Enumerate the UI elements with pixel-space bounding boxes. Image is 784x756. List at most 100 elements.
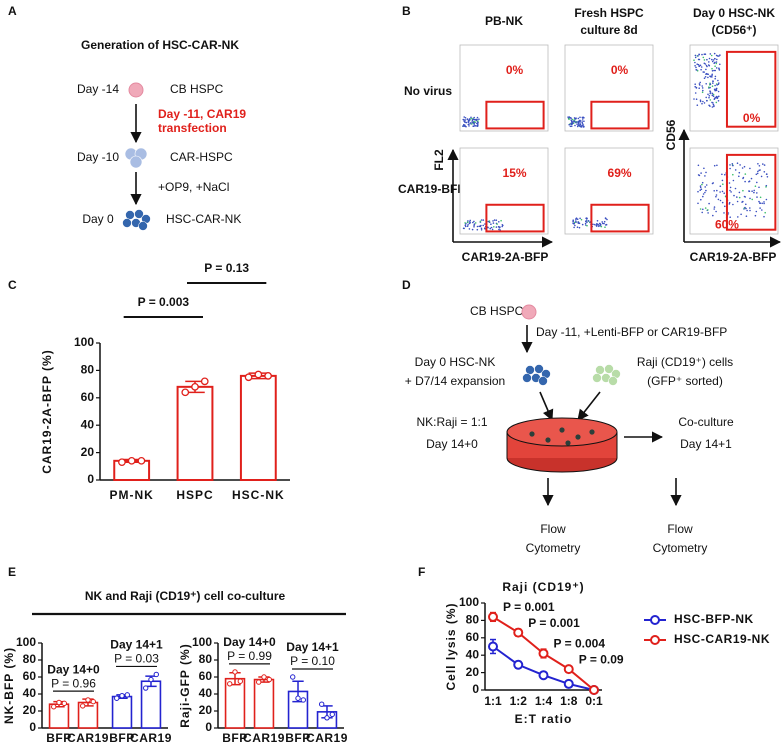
flow-event bbox=[704, 53, 707, 55]
flow-event bbox=[754, 214, 757, 217]
flow-event bbox=[694, 83, 696, 85]
dish-cell bbox=[589, 429, 595, 435]
p-value: P = 0.09 bbox=[579, 652, 624, 666]
flow-event bbox=[706, 58, 708, 61]
dish-cell bbox=[559, 427, 565, 433]
flow-event bbox=[576, 218, 579, 220]
p-value: P = 0.001 bbox=[503, 600, 555, 614]
flow-event bbox=[744, 173, 747, 175]
flow-event bbox=[715, 54, 718, 57]
step-day: Day 0 bbox=[82, 212, 114, 226]
flow-event bbox=[704, 207, 707, 209]
flow-event bbox=[694, 61, 696, 64]
flow-event bbox=[701, 183, 703, 186]
flow-event bbox=[715, 210, 717, 213]
y-axis-label: CAR19-2A-BFP (%) bbox=[40, 349, 54, 473]
flow-event bbox=[719, 191, 721, 193]
flow-event bbox=[729, 186, 732, 189]
flow-event bbox=[749, 167, 751, 170]
flow-event bbox=[729, 167, 731, 170]
x-tick-label: HSPC bbox=[176, 488, 213, 502]
gate bbox=[485, 203, 545, 233]
flow-event bbox=[746, 209, 748, 212]
step-label: HSC-CAR-NK bbox=[166, 212, 241, 226]
flow-event bbox=[700, 66, 703, 68]
step-day: Day -10 bbox=[77, 150, 119, 164]
flow-event bbox=[571, 118, 574, 121]
transition-label-line: transfection bbox=[158, 121, 227, 135]
flow-event bbox=[472, 125, 475, 127]
flow-event bbox=[738, 191, 741, 194]
flow-event bbox=[575, 117, 577, 119]
flow-event bbox=[750, 177, 753, 180]
flow-event bbox=[702, 56, 705, 59]
y-tick-label: 0 bbox=[87, 472, 94, 486]
flow-event bbox=[736, 196, 738, 198]
y-tick-label: 80 bbox=[199, 652, 213, 666]
data-point bbox=[255, 679, 262, 685]
flow-event bbox=[584, 224, 587, 226]
flow-event bbox=[713, 69, 715, 72]
flow-event bbox=[712, 93, 715, 96]
arrow bbox=[577, 391, 601, 421]
flow-event bbox=[700, 68, 702, 71]
flow-event bbox=[758, 186, 760, 189]
flow-event bbox=[493, 219, 496, 221]
flow-event bbox=[728, 203, 731, 205]
flow-event bbox=[717, 96, 719, 98]
transition-label-line: +OP9, +NaCl bbox=[158, 180, 229, 194]
flow-event bbox=[694, 92, 697, 94]
flow-event bbox=[499, 229, 502, 231]
data-point bbox=[324, 715, 330, 721]
readout-label-line: Cytometry bbox=[526, 541, 581, 555]
flow-event bbox=[577, 122, 580, 125]
flow-event bbox=[721, 173, 723, 176]
data-point bbox=[254, 370, 263, 379]
flow-event bbox=[714, 58, 716, 60]
flow-event bbox=[701, 87, 704, 89]
data-point bbox=[488, 611, 498, 622]
flow-event bbox=[709, 90, 711, 92]
legend-label: HSC-BFP-NK bbox=[674, 612, 754, 626]
column-header: PB-NK bbox=[485, 14, 523, 28]
flow-event bbox=[708, 96, 710, 99]
x-tick-label: CAR19 bbox=[243, 731, 285, 745]
gate-percent: 0% bbox=[506, 63, 524, 77]
flow-event bbox=[733, 194, 735, 197]
flow-event bbox=[739, 164, 741, 166]
flow-event bbox=[742, 177, 744, 180]
readout-label: Flow Cytometry bbox=[526, 522, 581, 555]
node-label-line: Co-culture bbox=[678, 415, 734, 429]
flow-event bbox=[579, 116, 581, 119]
flow-event bbox=[741, 201, 743, 203]
flow-event bbox=[754, 185, 757, 187]
flow-event bbox=[598, 225, 600, 228]
cell-icon bbox=[595, 365, 605, 375]
flow-event bbox=[708, 86, 710, 88]
x-tick-label: BFP bbox=[109, 731, 135, 745]
flow-event bbox=[585, 217, 587, 220]
axis-label: CAR19-2A-BFP bbox=[690, 250, 777, 264]
flow-event bbox=[759, 202, 762, 204]
flow-event bbox=[469, 122, 472, 124]
flow-event bbox=[763, 201, 765, 203]
flow-event bbox=[573, 226, 575, 229]
flow-event bbox=[694, 85, 696, 88]
flow-event bbox=[763, 202, 765, 205]
flow-event bbox=[724, 173, 726, 176]
panel-letter: E bbox=[8, 565, 16, 579]
data-point bbox=[264, 372, 272, 380]
node-label: CB HSPC bbox=[470, 304, 524, 318]
flow-event bbox=[721, 201, 724, 204]
flow-event bbox=[712, 80, 714, 83]
y-tick-label: 20 bbox=[81, 445, 95, 459]
flow-event bbox=[716, 84, 718, 86]
flow-event bbox=[569, 125, 572, 128]
dish-cell bbox=[545, 437, 551, 443]
flow-event bbox=[701, 102, 703, 105]
flow-event bbox=[463, 116, 466, 118]
flow-event bbox=[704, 76, 707, 78]
flow-event bbox=[704, 186, 706, 188]
flow-event bbox=[711, 58, 713, 61]
flow-event bbox=[705, 68, 707, 71]
